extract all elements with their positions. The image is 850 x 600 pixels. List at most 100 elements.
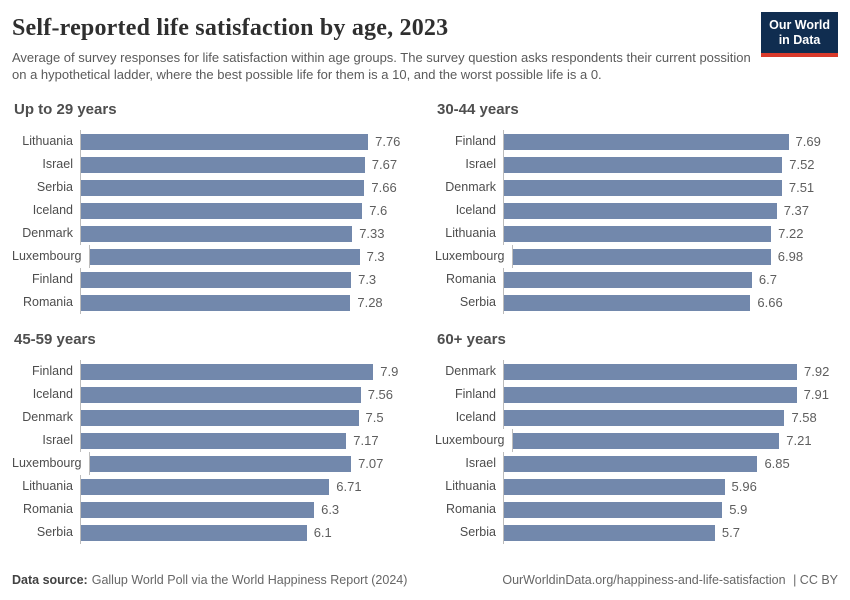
category-label: Finland — [32, 364, 73, 378]
bar-row: Luxembourg 7.07 — [12, 452, 415, 475]
value-label: 7.91 — [803, 387, 829, 402]
value-label: 7.33 — [359, 226, 385, 241]
bar-track: 7.5 — [80, 406, 415, 429]
license-badge: | CC BY — [793, 573, 838, 587]
value-label: 5.96 — [731, 479, 757, 494]
value-bar — [504, 271, 752, 288]
bar-row: Iceland 7.56 — [12, 383, 415, 406]
category-label: Finland — [455, 134, 496, 148]
panels-grid: Up to 29 years Lithuania 7.76 Israel 7.67 Ser… — [12, 100, 838, 544]
bar-track: 7.67 — [80, 153, 415, 176]
data-source: Data source: Gallup World Poll via the Wo… — [12, 573, 407, 587]
bar-row: Denmark 7.92 — [435, 360, 838, 383]
category-label: Israel — [465, 157, 496, 171]
category-label: Finland — [32, 272, 73, 286]
category-label: Lithuania — [22, 134, 73, 148]
chart-subtitle: Average of survey responses for life sat… — [12, 50, 751, 82]
attribution-url[interactable]: OurWorldinData.org/happiness-and-life-sa… — [502, 573, 786, 587]
bar-row: Israel 7.17 — [12, 429, 415, 452]
bar-track: 7.3 — [80, 268, 415, 291]
value-bar — [81, 386, 361, 403]
category-label: Romania — [22, 295, 73, 309]
value-bar — [81, 133, 369, 150]
value-label: 7.28 — [357, 295, 383, 310]
bar-track: 6.66 — [503, 291, 838, 314]
category-label: Denmark — [22, 410, 73, 424]
value-label: 7.92 — [804, 364, 830, 379]
bar-track: 7.92 — [503, 360, 838, 383]
value-label: 7.52 — [789, 157, 815, 172]
category-label: Iceland — [32, 387, 73, 401]
bar-track: 7.3 — [88, 245, 416, 268]
category-label: Denmark — [445, 180, 496, 194]
category-label: Denmark — [22, 226, 73, 240]
bar-row: Finland 7.69 — [435, 130, 838, 153]
bar-track: 7.37 — [503, 199, 838, 222]
bar-row: Serbia 5.7 — [435, 521, 838, 544]
bar-row: Denmark 7.5 — [12, 406, 415, 429]
value-bar — [81, 225, 353, 242]
value-bar — [89, 248, 360, 265]
value-label: 6.66 — [757, 295, 783, 310]
value-bar — [512, 432, 780, 449]
value-label: 7.6 — [369, 203, 388, 218]
value-bar — [81, 524, 307, 541]
category-label: Lithuania — [445, 226, 496, 240]
bar-row: Lithuania 7.22 — [435, 222, 838, 245]
bar-track: 6.71 — [80, 475, 415, 498]
value-bar — [504, 386, 797, 403]
value-label: 6.1 — [313, 525, 332, 540]
bar-row: Denmark 7.33 — [12, 222, 415, 245]
bar-row: Lithuania 6.71 — [12, 475, 415, 498]
value-bar — [81, 294, 351, 311]
bar-rows: Denmark 7.92 Finland 7.91 Iceland 7.58 Luxembo… — [435, 360, 838, 544]
value-bar — [81, 432, 347, 449]
bar-row: Israel 7.67 — [12, 153, 415, 176]
panel-title: 30-44 years — [437, 101, 519, 118]
value-label: 7.69 — [795, 134, 821, 149]
category-label: Lithuania — [22, 479, 73, 493]
bar-row: Lithuania 7.76 — [12, 130, 415, 153]
bar-row: Israel 6.85 — [435, 452, 838, 475]
bar-row: Serbia 6.66 — [435, 291, 838, 314]
value-label: 7.9 — [380, 364, 399, 379]
category-label: Luxembourg — [12, 456, 82, 470]
value-label: 7.67 — [371, 157, 398, 172]
value-label: 7.21 — [786, 433, 812, 448]
panel-title: 60+ years — [437, 331, 506, 348]
value-bar — [81, 478, 330, 495]
bar-track: 7.58 — [503, 406, 838, 429]
bar-track: 7.66 — [80, 176, 415, 199]
value-label: 6.71 — [336, 479, 362, 494]
bar-track: 6.1 — [80, 521, 415, 544]
value-label: 7.51 — [788, 180, 815, 195]
bar-track: 5.7 — [503, 521, 838, 544]
value-label: 6.7 — [758, 272, 777, 287]
value-label: 7.07 — [358, 456, 384, 471]
value-label: 7.22 — [778, 226, 804, 241]
value-bar — [504, 156, 783, 173]
bar-row: Luxembourg 7.3 — [12, 245, 415, 268]
value-bar — [81, 271, 352, 288]
age-group-panel: 60+ years Denmark 7.92 Finland 7.91 Iceland 7.… — [435, 330, 838, 544]
bar-track: 7.51 — [503, 176, 838, 199]
category-label: Romania — [22, 502, 73, 516]
value-label: 6.3 — [321, 502, 340, 517]
value-bar — [504, 294, 751, 311]
category-label: Israel — [42, 433, 73, 447]
bar-rows: Finland 7.9 Iceland 7.56 Denmark 7.5 Israel 7.1… — [12, 360, 415, 544]
bar-row: Serbia 6.1 — [12, 521, 415, 544]
bar-row: Lithuania 5.96 — [435, 475, 838, 498]
age-group-panel: 30-44 years Finland 7.69 Israel 7.52 Denmark 7… — [435, 100, 838, 314]
header: Self-reported life satisfaction by age, … — [12, 12, 838, 83]
bar-track: 7.76 — [80, 130, 415, 153]
bar-row: Luxembourg 7.21 — [435, 429, 838, 452]
value-bar — [504, 455, 758, 472]
category-label: Serbia — [36, 180, 73, 194]
category-label: Finland — [455, 387, 496, 401]
category-label: Serbia — [459, 525, 496, 539]
category-label: Lithuania — [445, 479, 496, 493]
value-bar — [512, 248, 771, 265]
attribution: OurWorldinData.org/happiness-and-life-sa… — [502, 573, 838, 587]
